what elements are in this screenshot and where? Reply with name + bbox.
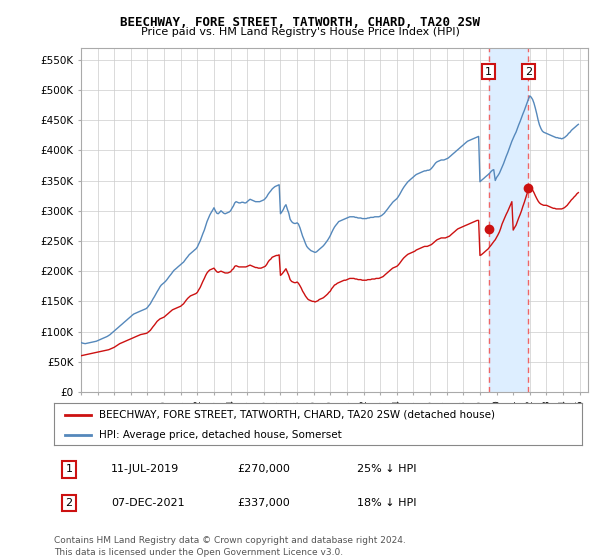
Text: £337,000: £337,000 (237, 498, 290, 508)
Text: £270,000: £270,000 (237, 464, 290, 474)
Text: 2: 2 (525, 67, 532, 77)
Text: 1: 1 (65, 464, 73, 474)
Text: Price paid vs. HM Land Registry's House Price Index (HPI): Price paid vs. HM Land Registry's House … (140, 27, 460, 37)
Text: BEECHWAY, FORE STREET, TATWORTH, CHARD, TA20 2SW: BEECHWAY, FORE STREET, TATWORTH, CHARD, … (120, 16, 480, 29)
Text: Contains HM Land Registry data © Crown copyright and database right 2024.
This d: Contains HM Land Registry data © Crown c… (54, 536, 406, 557)
Bar (489, 48, 529, 392)
Text: 11-JUL-2019: 11-JUL-2019 (111, 464, 179, 474)
Text: HPI: Average price, detached house, Somerset: HPI: Average price, detached house, Some… (99, 430, 341, 440)
Text: 18% ↓ HPI: 18% ↓ HPI (357, 498, 416, 508)
Text: 07-DEC-2021: 07-DEC-2021 (111, 498, 185, 508)
Text: 25% ↓ HPI: 25% ↓ HPI (357, 464, 416, 474)
Text: BEECHWAY, FORE STREET, TATWORTH, CHARD, TA20 2SW (detached house): BEECHWAY, FORE STREET, TATWORTH, CHARD, … (99, 410, 495, 420)
Text: 2: 2 (65, 498, 73, 508)
Text: 1: 1 (485, 67, 492, 77)
